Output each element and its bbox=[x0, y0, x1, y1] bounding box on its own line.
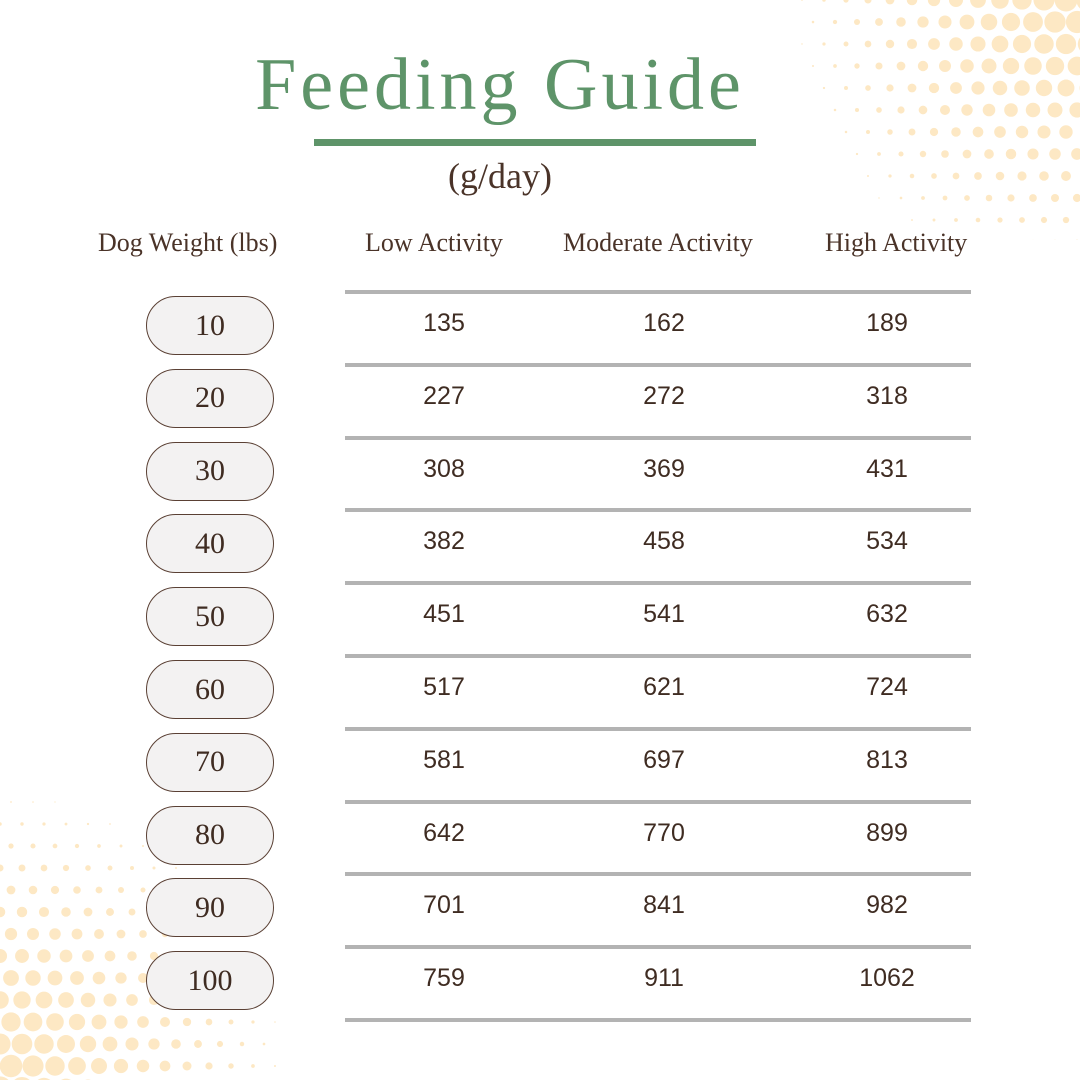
cell-low: 227 bbox=[423, 381, 465, 410]
column-header-moderate: Moderate Activity bbox=[563, 228, 753, 257]
cell-high: 632 bbox=[866, 600, 908, 629]
weight-pill: 80 bbox=[146, 805, 274, 865]
cell-low: 701 bbox=[423, 891, 465, 920]
cell-high: 1062 bbox=[859, 964, 915, 993]
weight-pill: 30 bbox=[146, 441, 274, 501]
cell-high: 431 bbox=[866, 454, 908, 483]
cell-high: 189 bbox=[866, 309, 908, 337]
column-header-weight: Dog Weight (lbs) bbox=[98, 228, 278, 257]
unit-subtitle: (g/day) bbox=[448, 156, 552, 196]
cell-moderate: 911 bbox=[644, 964, 684, 993]
row-divider bbox=[345, 726, 971, 731]
cell-moderate: 272 bbox=[643, 381, 685, 410]
row-divider bbox=[345, 508, 971, 513]
cell-low: 382 bbox=[423, 527, 465, 556]
cell-moderate: 621 bbox=[643, 673, 685, 701]
cell-high: 982 bbox=[866, 891, 908, 920]
cell-moderate: 458 bbox=[643, 527, 685, 556]
cell-high: 534 bbox=[866, 527, 908, 556]
cell-low: 759 bbox=[423, 964, 465, 993]
cell-high: 813 bbox=[866, 745, 908, 774]
weight-pill: 70 bbox=[146, 732, 274, 792]
cell-low: 581 bbox=[423, 745, 465, 774]
weight-pill: 10 bbox=[146, 296, 274, 355]
cell-high: 899 bbox=[866, 818, 908, 847]
page-title: Feeding Guide bbox=[255, 44, 745, 126]
cell-moderate: 541 bbox=[643, 600, 685, 629]
cell-moderate: 369 bbox=[643, 454, 685, 483]
weight-pill: 100 bbox=[146, 951, 274, 1011]
cell-low: 308 bbox=[423, 454, 465, 483]
row-divider bbox=[345, 872, 971, 877]
row-divider bbox=[345, 799, 971, 804]
cell-low: 517 bbox=[423, 673, 465, 701]
row-divider bbox=[345, 945, 971, 950]
column-header-high: High Activity bbox=[825, 228, 968, 257]
cell-high: 318 bbox=[866, 381, 908, 410]
cell-low: 135 bbox=[423, 309, 465, 337]
row-divider bbox=[345, 654, 971, 658]
weight-pill: 90 bbox=[146, 878, 274, 938]
weight-pill: 60 bbox=[146, 660, 274, 719]
row-divider bbox=[345, 435, 971, 440]
row-divider bbox=[345, 1018, 971, 1022]
cell-moderate: 162 bbox=[643, 309, 685, 337]
cell-moderate: 841 bbox=[643, 891, 685, 920]
row-divider bbox=[345, 362, 971, 367]
weight-pill: 20 bbox=[146, 368, 274, 428]
row-divider bbox=[345, 290, 971, 294]
cell-moderate: 770 bbox=[643, 818, 685, 847]
cell-low: 451 bbox=[423, 600, 465, 629]
weight-pill: 40 bbox=[146, 514, 274, 574]
title-underline bbox=[314, 139, 756, 146]
column-header-low: Low Activity bbox=[365, 228, 503, 257]
cell-high: 724 bbox=[866, 673, 908, 701]
cell-low: 642 bbox=[423, 818, 465, 847]
weight-pill: 50 bbox=[146, 587, 274, 647]
cell-moderate: 697 bbox=[643, 745, 685, 774]
row-divider bbox=[345, 581, 971, 586]
